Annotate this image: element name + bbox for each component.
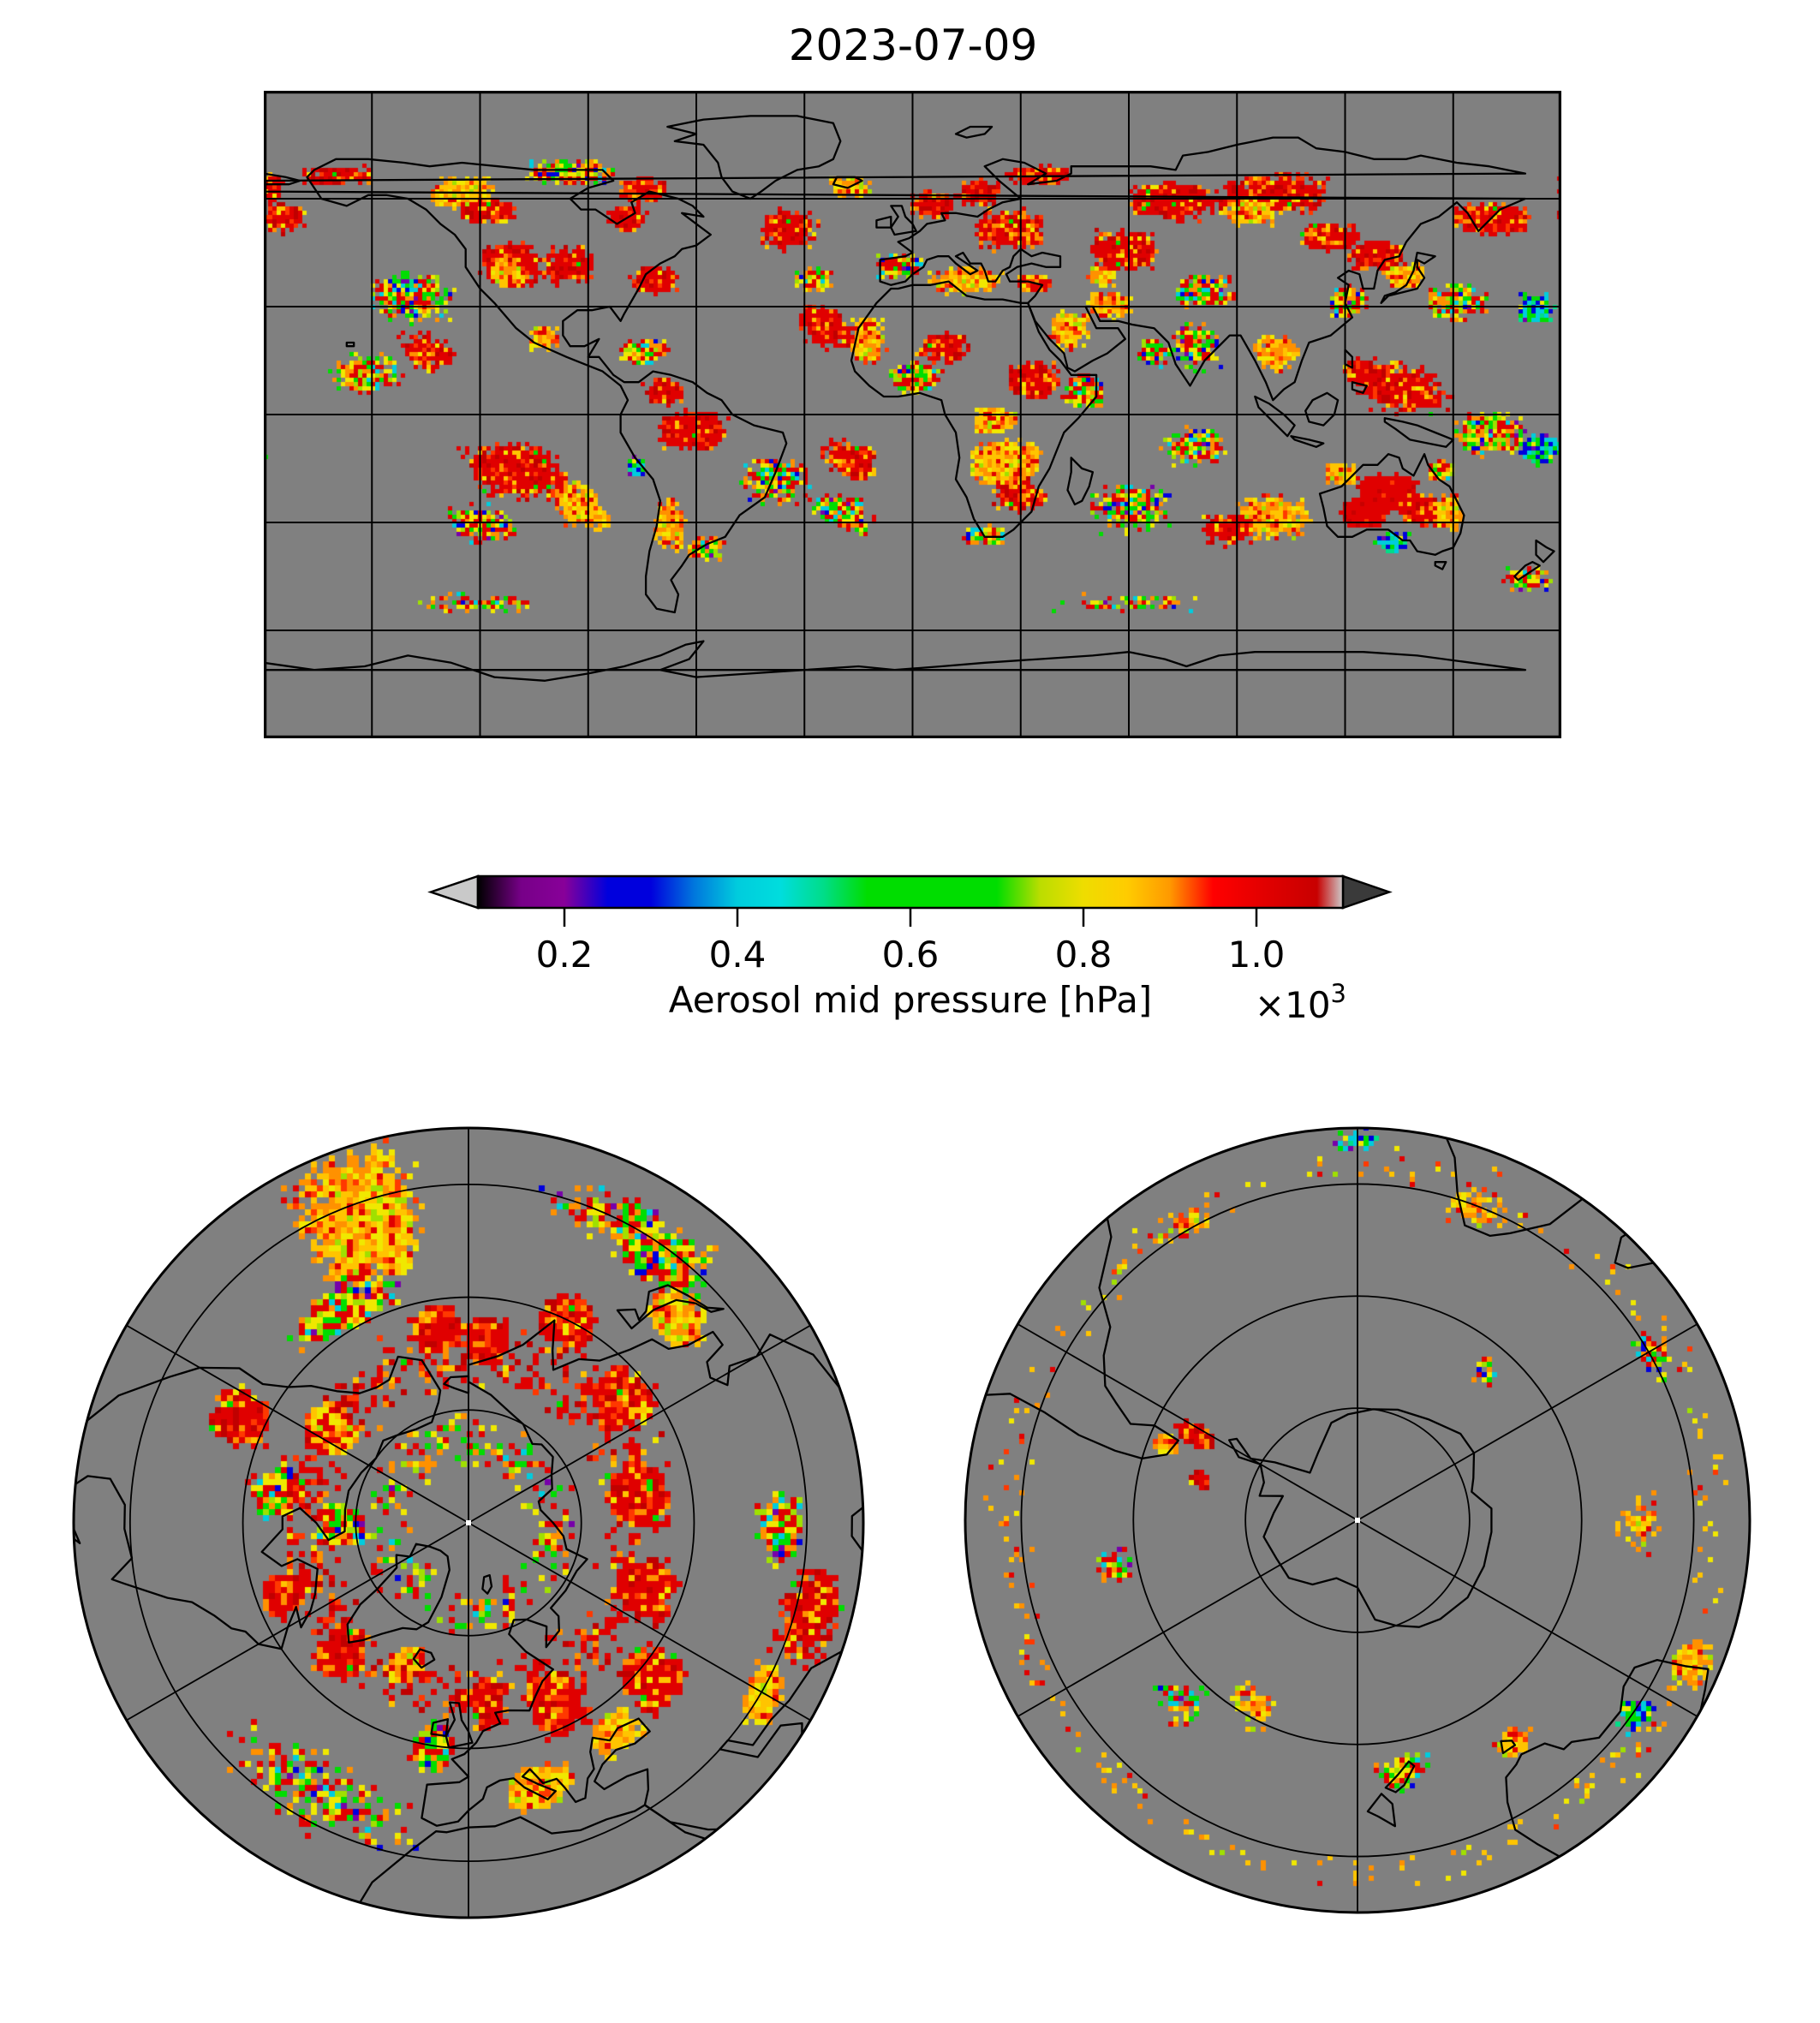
multiplier-exponent: 3 [1330,979,1346,1008]
figure-title: 2023-07-09 [788,21,1038,70]
colorbar-tick-label-0: 0.2 [535,934,594,976]
world-map-overlay [264,91,1561,738]
colorbar-gradient [427,874,1393,927]
colorbar-tick-label-4: 1.0 [1227,934,1286,976]
multiplier-base: ×10 [1254,984,1331,1026]
north-polar-overlay [72,1126,865,1919]
colorbar-tick-label-1: 0.4 [708,934,767,976]
colorbar-tick-label-2: 0.6 [881,934,940,976]
colorbar-scale-multiplier: ×103 [1255,979,1346,1026]
colorbar-panel [0,844,1820,946]
colorbar-tick-label-3: 0.8 [1054,934,1113,976]
north-polar-map-panel [71,1125,866,1920]
south-polar-overlay [964,1126,1751,1914]
south-polar-map-panel [963,1125,1752,1915]
world-map-panel [264,91,1561,738]
colorbar-axis-label: Aerosol mid pressure [hPa] [668,979,1153,1021]
